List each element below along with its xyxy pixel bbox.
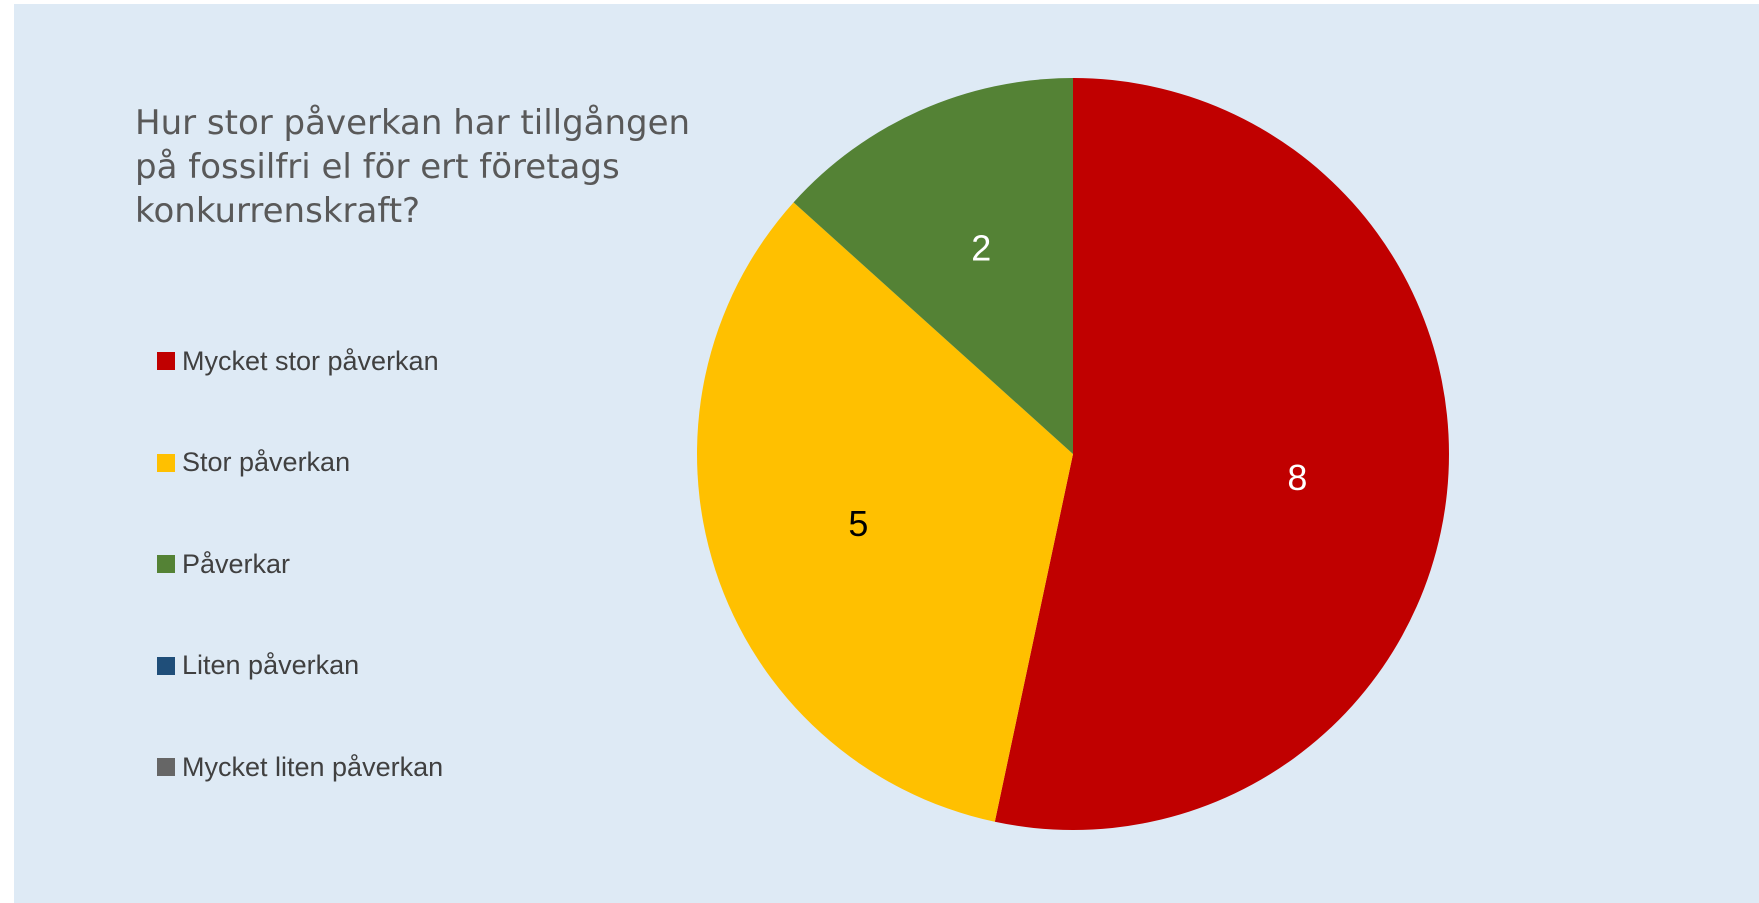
data-label-paverkar: 2 bbox=[971, 227, 991, 268]
pie-slice-stor-paverkan bbox=[697, 202, 1073, 822]
legend-swatch bbox=[157, 352, 175, 370]
chart-title: Hur stor påverkan har tillgången på foss… bbox=[135, 103, 691, 231]
legend-item-paverkar: Påverkar bbox=[157, 549, 290, 579]
legend-label: Mycket liten påverkan bbox=[182, 751, 444, 782]
pie-slice-paverkar bbox=[793, 78, 1073, 454]
legend-swatch bbox=[157, 656, 175, 675]
pie-slice-mycket-stor-paverkan bbox=[994, 78, 1449, 830]
legend-item-mycket-liten-paverkan: Mycket liten påverkan bbox=[157, 752, 443, 782]
data-label-stor-paverkan: 5 bbox=[848, 503, 868, 544]
data-label-mycket-stor-paverkan: 8 bbox=[1287, 457, 1307, 498]
legend-swatch bbox=[157, 453, 175, 472]
pie-chart: 8 5 2 bbox=[697, 78, 1449, 830]
legend-item-stor-paverkan: Stor påverkan bbox=[157, 447, 351, 478]
chart-panel: Hur stor påverkan har tillgången på foss… bbox=[14, 4, 1759, 903]
legend-swatch bbox=[157, 555, 175, 573]
legend-item-mycket-stor-paverkan: Mycket stor påverkan bbox=[157, 346, 439, 376]
legend-swatch bbox=[157, 758, 175, 776]
legend-label: Mycket stor påverkan bbox=[182, 345, 439, 376]
legend-item-liten-paverkan: Liten påverkan bbox=[157, 650, 360, 681]
legend-label: Påverkar bbox=[182, 548, 291, 579]
legend-label: Liten påverkan bbox=[182, 650, 360, 680]
legend-label: Stor påverkan bbox=[182, 447, 351, 477]
